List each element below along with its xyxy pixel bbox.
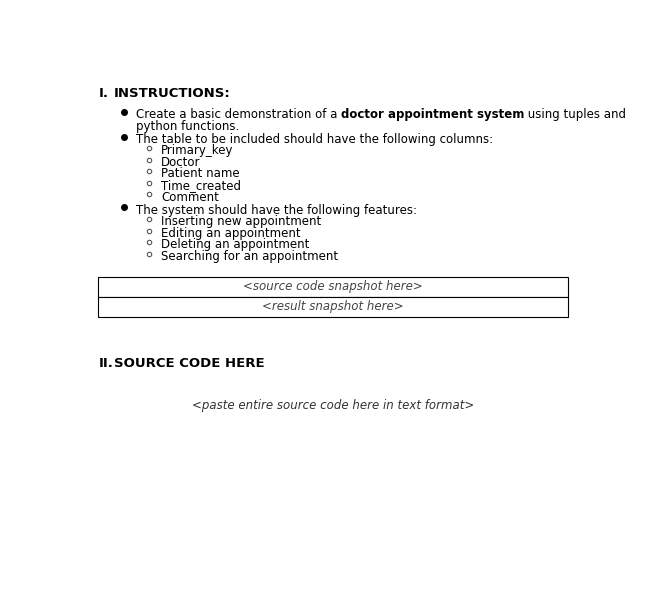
- Text: using tuples and: using tuples and: [524, 108, 626, 121]
- Text: The system should have the following features:: The system should have the following fea…: [135, 204, 417, 216]
- Text: <result snapshot here>: <result snapshot here>: [263, 301, 404, 313]
- Text: The table to be included should have the following columns:: The table to be included should have the…: [135, 133, 493, 146]
- Text: Create a basic demonstration of a: Create a basic demonstration of a: [135, 108, 341, 121]
- Text: Deleting an appointment: Deleting an appointment: [161, 238, 309, 251]
- Text: INSTRUCTIONS:: INSTRUCTIONS:: [114, 87, 231, 99]
- Text: <source code snapshot here>: <source code snapshot here>: [243, 281, 423, 293]
- Text: Editing an appointment: Editing an appointment: [161, 227, 301, 240]
- Bar: [98, 277, 568, 297]
- Text: SOURCE CODE HERE: SOURCE CODE HERE: [114, 357, 265, 370]
- Text: Inserting new appointment: Inserting new appointment: [161, 215, 321, 228]
- Text: II.: II.: [98, 357, 113, 370]
- Text: Patient name: Patient name: [161, 167, 240, 181]
- Text: Comment: Comment: [161, 190, 219, 204]
- Bar: [98, 297, 568, 317]
- Text: Primary_key: Primary_key: [161, 144, 233, 158]
- Text: Time_created: Time_created: [161, 179, 241, 192]
- Text: I.: I.: [98, 87, 109, 99]
- Text: doctor appointment system: doctor appointment system: [341, 108, 524, 121]
- Text: <paste entire source code here in text format>: <paste entire source code here in text f…: [192, 399, 474, 412]
- Text: python functions.: python functions.: [135, 120, 239, 133]
- Text: Doctor: Doctor: [161, 156, 201, 169]
- Text: Searching for an appointment: Searching for an appointment: [161, 250, 338, 263]
